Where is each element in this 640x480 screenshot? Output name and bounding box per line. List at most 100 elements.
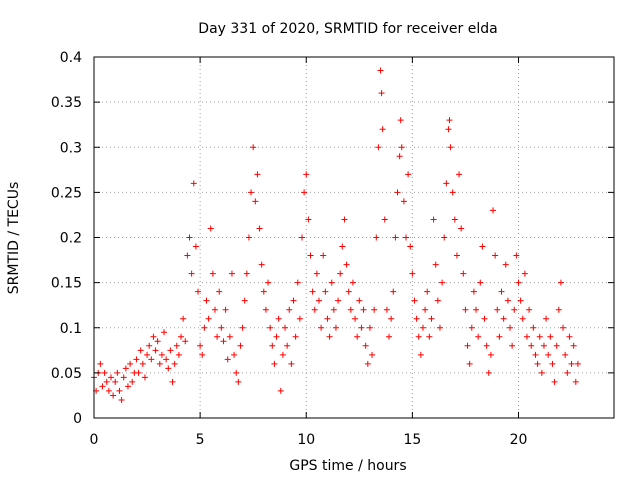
y-tick-label: 0.3 (60, 140, 82, 156)
data-point (322, 288, 329, 295)
data-point (262, 306, 269, 313)
data-point (341, 216, 348, 223)
data-point (122, 365, 129, 372)
data-point (456, 171, 463, 178)
data-point (112, 378, 119, 385)
data-point (110, 392, 117, 399)
data-point (107, 374, 114, 381)
data-point (381, 216, 388, 223)
data-point (277, 387, 284, 394)
data-point (397, 117, 404, 124)
y-tick-label: 0 (73, 411, 82, 427)
data-point (167, 347, 174, 354)
data-point (245, 234, 252, 241)
data-point (356, 297, 363, 304)
data-point (386, 333, 393, 340)
data-point (163, 356, 170, 363)
data-point (462, 306, 469, 313)
data-point (269, 342, 276, 349)
data-point (490, 207, 497, 214)
data-point (445, 126, 452, 133)
data-point (301, 189, 308, 196)
y-tick-label: 0.15 (51, 276, 82, 292)
data-point (513, 252, 520, 259)
data-point (551, 378, 558, 385)
data-point (233, 369, 240, 376)
data-point (375, 144, 382, 151)
data-point (171, 360, 178, 367)
data-point (373, 234, 380, 241)
data-point (446, 117, 453, 124)
data-point (574, 360, 581, 367)
data-point (216, 288, 223, 295)
data-point (313, 270, 320, 277)
data-point (362, 342, 369, 349)
data-point (492, 252, 499, 259)
data-point (256, 225, 263, 232)
data-point (335, 297, 342, 304)
data-point (175, 351, 182, 358)
data-point (173, 342, 180, 349)
data-point (371, 306, 378, 313)
data-point (447, 144, 454, 151)
data-point (228, 270, 235, 277)
data-point (485, 369, 492, 376)
data-point (468, 324, 475, 331)
data-point (430, 216, 437, 223)
y-tick-label: 0.4 (60, 50, 82, 66)
data-point (141, 374, 148, 381)
data-point (534, 360, 541, 367)
data-point (222, 306, 229, 313)
data-point (475, 333, 482, 340)
data-point (502, 261, 509, 268)
data-point (464, 342, 471, 349)
data-point (152, 347, 159, 354)
data-point (248, 189, 255, 196)
data-point (105, 387, 112, 394)
data-point (349, 279, 356, 286)
x-tick-label: 5 (196, 432, 205, 448)
data-point (299, 234, 305, 241)
data-point (146, 342, 153, 349)
data-point (211, 306, 218, 313)
data-point (428, 315, 435, 322)
data-point (364, 360, 371, 367)
data-point (315, 297, 322, 304)
data-point (292, 333, 299, 340)
data-point (483, 342, 490, 349)
data-point (241, 297, 248, 304)
data-point (150, 333, 157, 340)
data-point (197, 342, 204, 349)
data-point (394, 189, 401, 196)
data-point (199, 351, 206, 358)
data-point (553, 342, 560, 349)
data-point (220, 338, 227, 345)
data-point (303, 171, 310, 178)
x-tick-label: 10 (297, 432, 315, 448)
data-point (188, 270, 195, 277)
data-point (207, 225, 214, 232)
data-point (532, 351, 539, 358)
chart-title: Day 331 of 2020, SRMTID for receiver eld… (198, 21, 497, 37)
data-point (307, 252, 314, 259)
x-tick-label: 20 (510, 432, 528, 448)
data-point (378, 90, 385, 97)
data-point (400, 198, 407, 205)
data-point (201, 324, 208, 331)
data-point (118, 396, 125, 403)
data-point (509, 342, 516, 349)
data-point (305, 216, 312, 223)
y-axis-ticks: 0 0.05 0.1 0.15 0.2 0.25 0.3 0.35 0.4 (51, 50, 614, 427)
data-point (424, 288, 431, 295)
data-point (116, 387, 123, 394)
data-point (192, 243, 199, 250)
data-point (560, 324, 567, 331)
data-point (460, 270, 467, 277)
data-point (526, 306, 533, 313)
data-point (178, 333, 185, 340)
data-point (209, 270, 216, 277)
data-point (366, 324, 373, 331)
data-point (231, 351, 238, 358)
data-points (91, 67, 581, 403)
